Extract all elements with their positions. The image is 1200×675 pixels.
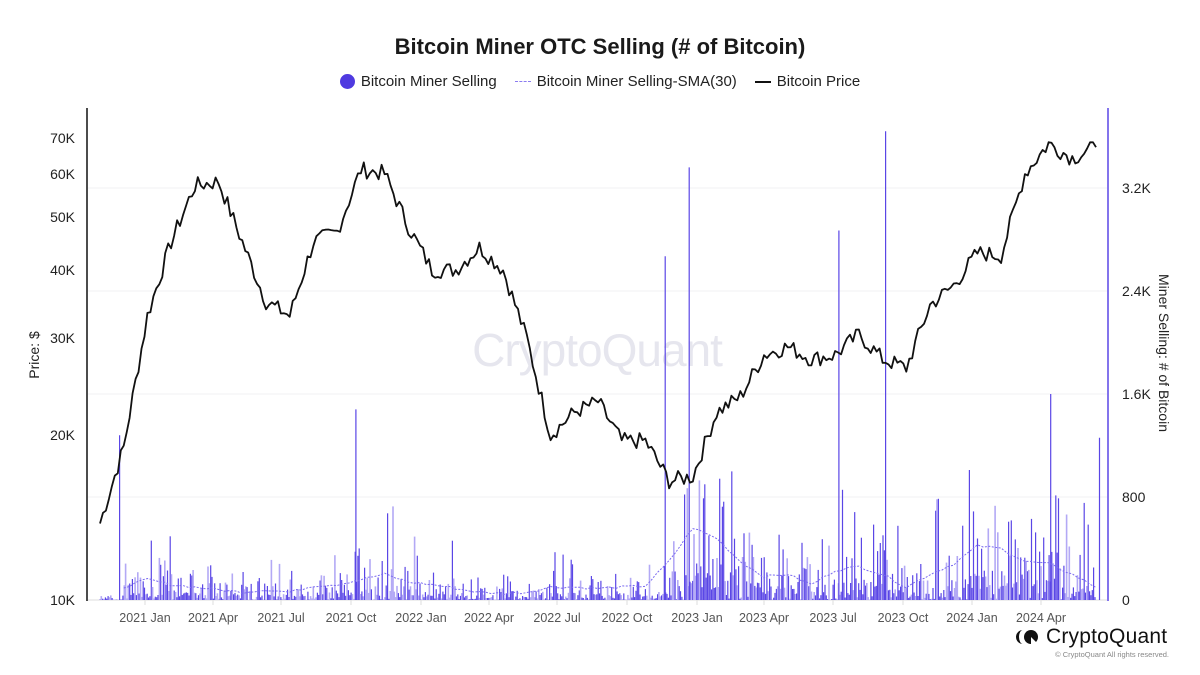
y-left-tick: 70K [50,130,75,146]
y-left-tick: 20K [50,427,75,443]
x-tick: 2023 Oct [877,611,929,625]
x-tick: 2022 Jan [395,611,447,625]
x-tick: 2021 Apr [187,611,239,625]
y-right-tick: 1.6K [1122,386,1151,402]
x-tick: 2023 Apr [738,611,790,625]
y-right-tick: 2.4K [1122,283,1151,299]
y-left-tick: 40K [50,262,75,278]
y-left-tick: 30K [50,330,75,346]
dot-marker-icon [339,74,355,89]
x-tick: 2021 Jan [119,611,171,625]
y-right-tick: 3.2K [1122,180,1151,196]
miner-selling-bars [99,131,1101,600]
bitcoin-price-line [99,141,1097,524]
cryptoquant-logo: CryptoQuant [1016,625,1167,649]
x-tick: 2022 Oct [601,611,653,625]
x-tick: 2023 Jul [809,611,857,625]
legend-item-bitcoin-price[interactable]: Bitcoin Price [754,73,861,90]
copyright-text: © CryptoQuant All rights reserved. [1055,650,1169,659]
dashed-line-marker-icon [514,81,531,82]
legend-item-sma30[interactable]: Bitcoin Miner Selling-SMA(30) [514,73,737,90]
watermark: CryptoQuant [472,324,723,376]
y-right-tick: 800 [1122,489,1146,505]
x-tick: 2021 Jul [257,611,305,625]
x-tick: 2022 Apr [463,611,515,625]
y-left-tick: 50K [50,209,75,225]
legend-item-miner-selling[interactable]: Bitcoin Miner Selling [339,73,497,90]
y-left-tick: 60K [50,166,75,182]
line-marker-icon [754,80,771,83]
y-left-tick: 10K [50,592,75,608]
sma30-line [123,528,1097,596]
x-tick: 2024 Apr [1015,611,1067,625]
legend-label: Bitcoin Miner Selling [360,73,497,90]
legend-label: Bitcoin Price [776,73,861,90]
gridlines [88,187,1107,498]
x-tick: 2022 Jul [533,611,581,625]
brand-name: CryptoQuant [1046,625,1168,648]
legend-label: Bitcoin Miner Selling-SMA(30) [536,73,737,90]
chart-title: Bitcoin Miner OTC Selling (# of Bitcoin) [394,34,806,59]
cryptoquant-logo-icon [1016,630,1038,644]
y-axis-right-label: Miner Selling: # of Bitcoin [1156,274,1172,432]
legend: Bitcoin Miner Selling Bitcoin Miner Sell… [0,73,1200,90]
x-tick: 2023 Jan [671,611,723,625]
x-tick: 2024 Jan [946,611,998,625]
y-right-tick: 0 [1122,592,1130,608]
y-axis-left-label: Price: $ [26,331,42,379]
x-tick: 2021 Oct [325,611,377,625]
